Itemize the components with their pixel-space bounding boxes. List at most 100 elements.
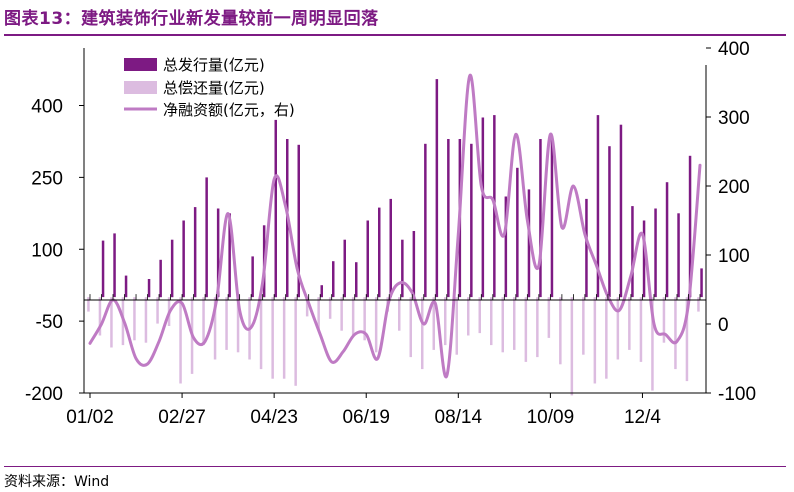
issuance-bar	[193, 207, 197, 298]
repayment-bar	[398, 297, 401, 331]
x-axis-tick-label: 08/14	[435, 407, 483, 428]
issuance-bar	[216, 208, 220, 298]
line-layer	[88, 74, 702, 379]
repayment-bar	[478, 297, 481, 334]
repayment-bar	[467, 297, 470, 336]
repayment-bar	[421, 297, 424, 370]
x-axis-tick-label: 10/09	[527, 407, 575, 428]
repayment-bar	[282, 297, 286, 379]
right-axis-tick-label: 0	[718, 315, 729, 336]
repayment-bar	[409, 297, 412, 358]
repayment-bar	[236, 297, 240, 353]
repayment-bar	[639, 297, 643, 362]
issuance-bar	[355, 262, 358, 298]
repayment-bar	[340, 297, 343, 331]
left-axis-tick-label: -50	[36, 312, 63, 333]
chart-title: 图表13：建筑装饰行业新发量较前一周明显回落	[4, 9, 379, 29]
repayment-bar	[513, 297, 516, 350]
issuance-bar	[585, 198, 588, 298]
issuance-bar	[320, 285, 323, 298]
source-note: 资料来源：Wind	[4, 474, 110, 490]
repayment-bar	[697, 297, 700, 312]
x-axis-tick-label: 06/19	[342, 407, 390, 428]
issuance-bar	[470, 143, 473, 298]
repayment-bar	[582, 297, 585, 355]
issuance-bar	[677, 213, 680, 298]
issuance-bar	[527, 189, 531, 298]
issuance-bar	[550, 139, 554, 298]
repayment-bar	[593, 297, 597, 384]
issuance-bar	[274, 119, 277, 298]
repayment-bar	[605, 297, 608, 379]
issuance-bar	[608, 146, 611, 298]
issuance-bar	[539, 139, 542, 298]
issuance-bar	[205, 177, 208, 298]
right-axis-tick-label: 100	[718, 246, 750, 267]
issuance-bar	[619, 124, 623, 298]
issuance-bar	[447, 139, 450, 298]
issuance-bar	[504, 196, 508, 298]
x-axis-tick-label: 04/23	[250, 407, 298, 428]
issuance-bar	[631, 206, 634, 298]
repayment-bar	[651, 297, 654, 391]
legend-swatch-issuance	[124, 58, 157, 71]
issuance-bar	[170, 239, 174, 298]
repayment-bar	[317, 297, 320, 331]
repayment-bar	[490, 297, 493, 346]
x-axis-tick-label: 01/02	[66, 407, 114, 428]
issuance-bar	[182, 220, 185, 298]
repayment-bar	[351, 297, 355, 336]
legend: 总发行量(亿元) 总偿还量(亿元) 净融资额(亿元，右)	[124, 56, 295, 119]
repayment-bar	[444, 297, 447, 346]
issuance-bar	[435, 79, 439, 298]
source-divider	[4, 466, 786, 467]
left-axis-tick-label: 250	[31, 168, 63, 189]
legend-label-repayment: 总偿还量(亿元)	[163, 79, 265, 97]
issuance-bar	[366, 220, 369, 298]
repayment-bar	[156, 297, 159, 324]
repayment-bar	[616, 297, 620, 360]
repayment-bar	[570, 297, 574, 396]
issuance-bar	[343, 239, 346, 298]
bars-layer	[87, 79, 703, 396]
repayment-bar	[87, 297, 90, 312]
issuance-bar	[424, 143, 427, 298]
repayment-bar	[524, 297, 528, 362]
right-axis-tick-label: 300	[718, 108, 750, 129]
issuance-bar	[124, 275, 128, 298]
right-axis-tick-label: 400	[718, 39, 750, 60]
left-axis-tick-label: 400	[31, 97, 63, 118]
repayment-bar	[674, 297, 677, 370]
repayment-bar	[559, 297, 562, 365]
repayment-bar	[144, 297, 148, 343]
issuance-bar	[159, 259, 162, 298]
issuance-bar	[389, 198, 392, 298]
repayment-bar	[305, 297, 309, 317]
repayment-bar	[685, 297, 689, 382]
issuance-bar	[147, 279, 151, 298]
repayment-bar	[536, 297, 539, 358]
repayment-bar	[202, 297, 205, 346]
issuance-bar	[596, 115, 600, 298]
issuance-bar	[251, 256, 254, 298]
repayment-bar	[110, 297, 113, 348]
issuance-bar	[665, 182, 669, 298]
repayment-bar	[225, 297, 228, 350]
left-axis-tick-label: 100	[31, 240, 63, 261]
net-financing-line	[88, 74, 702, 379]
axes-layer	[83, 48, 707, 394]
repayment-bar	[432, 297, 435, 350]
repayment-bar	[179, 297, 182, 384]
right-axis-tick-label: 200	[718, 177, 750, 198]
issuance-bar	[481, 117, 485, 298]
issuance-bar	[516, 167, 519, 298]
title-divider	[4, 34, 786, 36]
ticks-layer: -200 -50 100 250 400 -100 0 100 200 300 400 01/02 02…	[25, 39, 756, 428]
issuance-bar	[228, 213, 231, 298]
issuance-bar	[297, 144, 300, 298]
legend-label-issuance: 总发行量(亿元)	[163, 56, 265, 74]
issuance-bar	[654, 208, 657, 298]
repayment-bar	[213, 297, 217, 360]
repayment-bar	[328, 297, 332, 319]
